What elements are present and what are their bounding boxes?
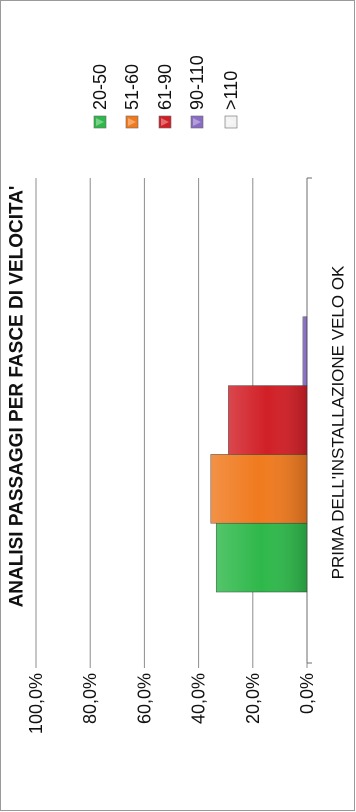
- legend-swatch-bevel: [193, 118, 201, 126]
- bar-shade: [228, 385, 307, 455]
- legend-label: 61-90: [155, 64, 175, 110]
- bar-4: [302, 316, 308, 386]
- legend-swatch-bevel: [227, 118, 235, 126]
- legend-entry: 20-50: [90, 64, 110, 129]
- category-label: PRIMA DELL'INSTALLAZIONE VELO OK: [329, 265, 348, 579]
- legend-swatch: [93, 115, 107, 129]
- y-tick-label: 100,0%: [26, 673, 46, 734]
- y-tick-label: 40,0%: [189, 673, 209, 724]
- chart-title: ANALISI PASSAGGI PER FASCE DI VELOCITA': [7, 186, 28, 608]
- y-tick-label: 0,0%: [297, 673, 317, 714]
- y-tick-label: 60,0%: [134, 673, 154, 724]
- legend-swatch-bevel: [161, 118, 169, 126]
- legend-label: >110: [221, 71, 241, 110]
- bar-shade: [216, 523, 307, 592]
- legend-swatch-bevel: [128, 118, 136, 126]
- bar-1: [215, 522, 308, 593]
- legend-entry: 51-60: [122, 64, 142, 129]
- legend-swatch: [158, 115, 172, 129]
- legend-entry: 90-110: [187, 55, 207, 129]
- legend-swatch: [224, 115, 238, 129]
- bar-shade: [210, 454, 307, 524]
- legend-swatch-bevel: [96, 118, 104, 126]
- bar-2: [210, 454, 308, 524]
- legend-entry: >110: [221, 71, 241, 129]
- legend-swatch: [125, 115, 139, 129]
- legend-label: 51-60: [122, 64, 142, 110]
- bar-3: [228, 385, 308, 455]
- legend-label: 90-110: [187, 55, 207, 110]
- bar-shade: [302, 316, 307, 386]
- legend-entry: 61-90: [155, 64, 175, 129]
- y-tick-label: 80,0%: [80, 673, 100, 724]
- y-tick-label: 20,0%: [243, 673, 263, 724]
- legend-swatch: [190, 115, 204, 129]
- legend-label: 20-50: [90, 64, 110, 110]
